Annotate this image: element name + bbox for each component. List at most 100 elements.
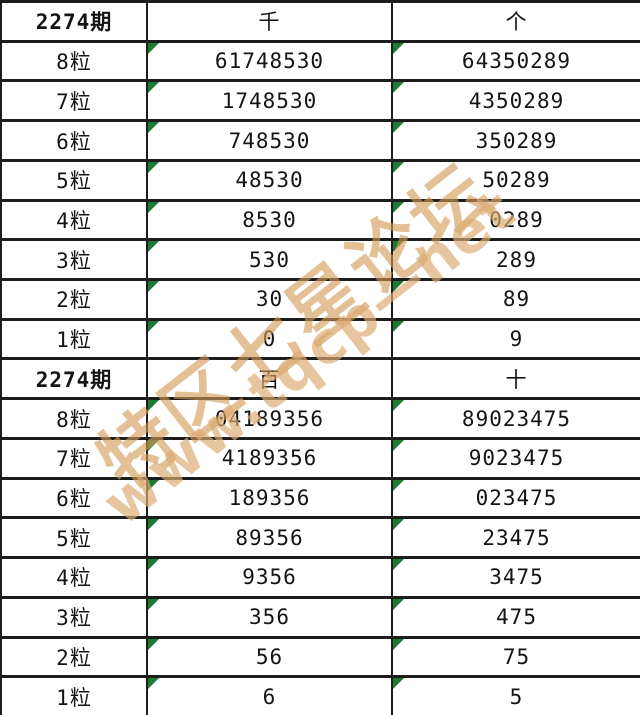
cell-value: 50289	[482, 168, 551, 193]
text-as-number-flag-icon	[148, 638, 159, 650]
value-cell[interactable]: 4189356	[146, 436, 393, 480]
value-cell[interactable]: 530	[146, 238, 393, 282]
table-row: 8粒 04189356 89023475	[0, 397, 640, 440]
row-label-cell[interactable]: 4粒	[0, 198, 148, 242]
value-cell[interactable]: 89356	[146, 516, 393, 560]
text-as-number-flag-icon	[148, 598, 159, 610]
cell-value: 89023475	[461, 406, 572, 431]
row-label-cell[interactable]: 6粒	[0, 119, 148, 162]
value-cell[interactable]: 61748530	[146, 39, 393, 83]
row-label-cell[interactable]: 8粒	[0, 397, 148, 440]
value-cell[interactable]: 50289	[391, 158, 640, 202]
value-cell[interactable]: 48530	[146, 158, 393, 202]
cell-value: 023475	[475, 485, 558, 510]
cell-value: 0	[262, 327, 277, 352]
table-row: 2粒 30 89	[0, 278, 640, 321]
value-cell[interactable]: 3475	[391, 556, 640, 599]
cell-value: 530	[249, 247, 290, 272]
cell-value: 9356	[242, 565, 297, 590]
table-row: 8粒 61748530 64350289	[0, 39, 640, 83]
cell-value: 350289	[475, 128, 558, 153]
value-cell[interactable]: 4350289	[391, 79, 640, 123]
text-as-number-flag-icon	[148, 201, 159, 213]
row-label-cell[interactable]: 7粒	[0, 436, 148, 480]
row-label-cell[interactable]: 4粒	[0, 556, 148, 599]
section-header-row: 2274期千个	[0, 0, 640, 43]
value-cell[interactable]: 23475	[391, 516, 640, 560]
text-as-number-flag-icon	[148, 320, 159, 332]
text-as-number-flag-icon	[393, 161, 404, 173]
column-header-cell[interactable]: 千	[146, 0, 393, 43]
text-as-number-flag-icon	[148, 161, 159, 173]
value-cell[interactable]: 189356	[146, 476, 393, 520]
value-cell[interactable]: 9356	[146, 556, 393, 599]
value-cell[interactable]: 9	[391, 317, 640, 361]
text-as-number-flag-icon	[148, 439, 159, 451]
text-as-number-flag-icon	[148, 400, 159, 412]
text-as-number-flag-icon	[393, 122, 404, 134]
cell-value: 30	[255, 287, 284, 312]
value-cell[interactable]: 04189356	[146, 397, 393, 440]
text-as-number-flag-icon	[393, 598, 404, 610]
value-cell[interactable]: 748530	[146, 119, 393, 162]
row-label-cell[interactable]: 1粒	[0, 675, 148, 715]
cell-value: 61748530	[214, 49, 325, 74]
row-label-cell[interactable]: 2粒	[0, 635, 148, 679]
cell-value: 4189356	[221, 446, 318, 471]
column-header-cell[interactable]: 十	[391, 357, 640, 401]
value-cell[interactable]: 0289	[391, 198, 640, 242]
table-row: 7粒 1748530 4350289	[0, 79, 640, 123]
text-as-number-flag-icon	[148, 519, 159, 531]
value-cell[interactable]: 8530	[146, 198, 393, 242]
row-label-cell[interactable]: 5粒	[0, 516, 148, 560]
cell-value: 4350289	[468, 88, 565, 113]
cell-value: 475	[496, 605, 537, 630]
row-label-cell[interactable]: 8粒	[0, 39, 148, 83]
value-cell[interactable]: 289	[391, 238, 640, 282]
row-label-cell[interactable]: 1粒	[0, 317, 148, 361]
cell-value: 75	[502, 644, 531, 669]
column-header-cell[interactable]: 个	[391, 0, 640, 43]
value-cell[interactable]: 1748530	[146, 79, 393, 123]
text-as-number-flag-icon	[393, 42, 404, 54]
value-cell[interactable]: 75	[391, 635, 640, 679]
value-cell[interactable]: 0	[146, 317, 393, 361]
text-as-number-flag-icon	[393, 519, 404, 531]
row-label-cell[interactable]: 2粒	[0, 278, 148, 321]
period-header-cell[interactable]: 2274期	[0, 0, 148, 43]
table-row: 2粒 56 75	[0, 635, 640, 679]
text-as-number-flag-icon	[148, 281, 159, 293]
value-cell[interactable]: 6	[146, 675, 393, 715]
value-cell[interactable]: 475	[391, 595, 640, 639]
cell-value: 5	[509, 684, 524, 709]
table-row: 5粒 89356 23475	[0, 516, 640, 560]
value-cell[interactable]: 023475	[391, 476, 640, 520]
value-cell[interactable]: 89	[391, 278, 640, 321]
section-header-row: 2274期百十	[0, 357, 640, 401]
table-row: 6粒 748530 350289	[0, 119, 640, 162]
period-header-cell[interactable]: 2274期	[0, 357, 148, 401]
cell-value: 8530	[242, 207, 297, 232]
value-cell[interactable]: 350289	[391, 119, 640, 162]
value-cell[interactable]: 356	[146, 595, 393, 639]
row-label-cell[interactable]: 7粒	[0, 79, 148, 123]
cell-value: 04189356	[214, 406, 325, 431]
cell-value: 48530	[235, 168, 304, 193]
row-label-cell[interactable]: 6粒	[0, 476, 148, 520]
value-cell[interactable]: 89023475	[391, 397, 640, 440]
value-cell[interactable]: 5	[391, 675, 640, 715]
value-cell[interactable]: 56	[146, 635, 393, 679]
text-as-number-flag-icon	[393, 400, 404, 412]
text-as-number-flag-icon	[393, 678, 404, 690]
value-cell[interactable]: 30	[146, 278, 393, 321]
row-label-cell[interactable]: 3粒	[0, 595, 148, 639]
cell-value: 748530	[228, 128, 311, 153]
text-as-number-flag-icon	[148, 122, 159, 134]
row-label-cell[interactable]: 5粒	[0, 158, 148, 202]
value-cell[interactable]: 9023475	[391, 436, 640, 480]
column-header-cell[interactable]: 百	[146, 357, 393, 401]
cell-value: 56	[255, 644, 284, 669]
row-label-cell[interactable]: 3粒	[0, 238, 148, 282]
value-cell[interactable]: 64350289	[391, 39, 640, 83]
